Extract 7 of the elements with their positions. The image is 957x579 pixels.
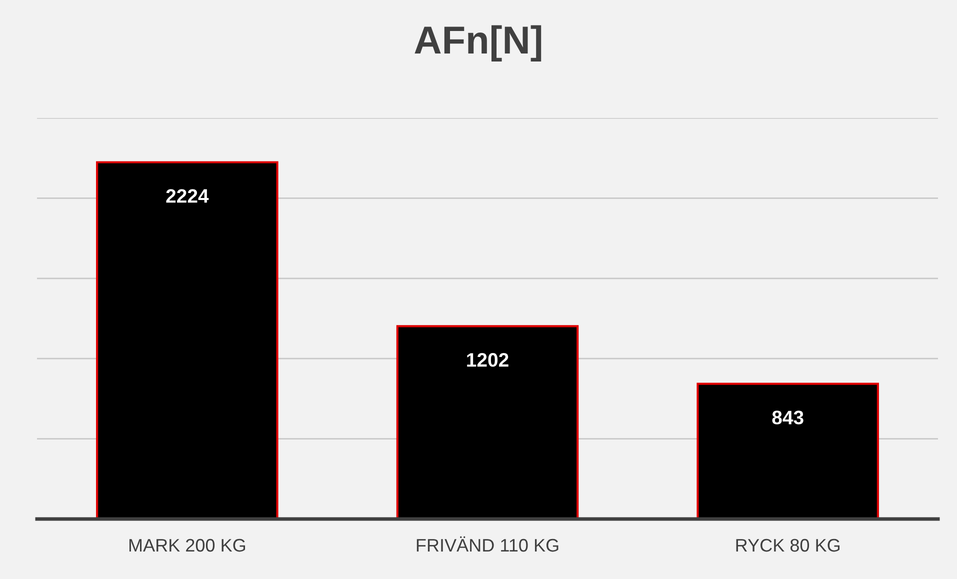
data-label: 2224	[166, 189, 209, 203]
x-tick-label: MARK 200 KG	[129, 538, 246, 552]
data-label: 843	[772, 410, 804, 424]
x-tick-label: RYCK 80 KG	[736, 538, 840, 552]
chart-title: AFn[N]	[414, 25, 542, 62]
data-label: 1202	[467, 353, 508, 367]
x-tick-label: FRIVÄND 110 KG	[416, 536, 558, 552]
